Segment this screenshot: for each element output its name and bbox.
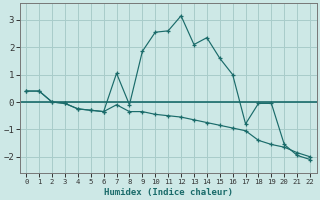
X-axis label: Humidex (Indice chaleur): Humidex (Indice chaleur) bbox=[104, 188, 233, 197]
